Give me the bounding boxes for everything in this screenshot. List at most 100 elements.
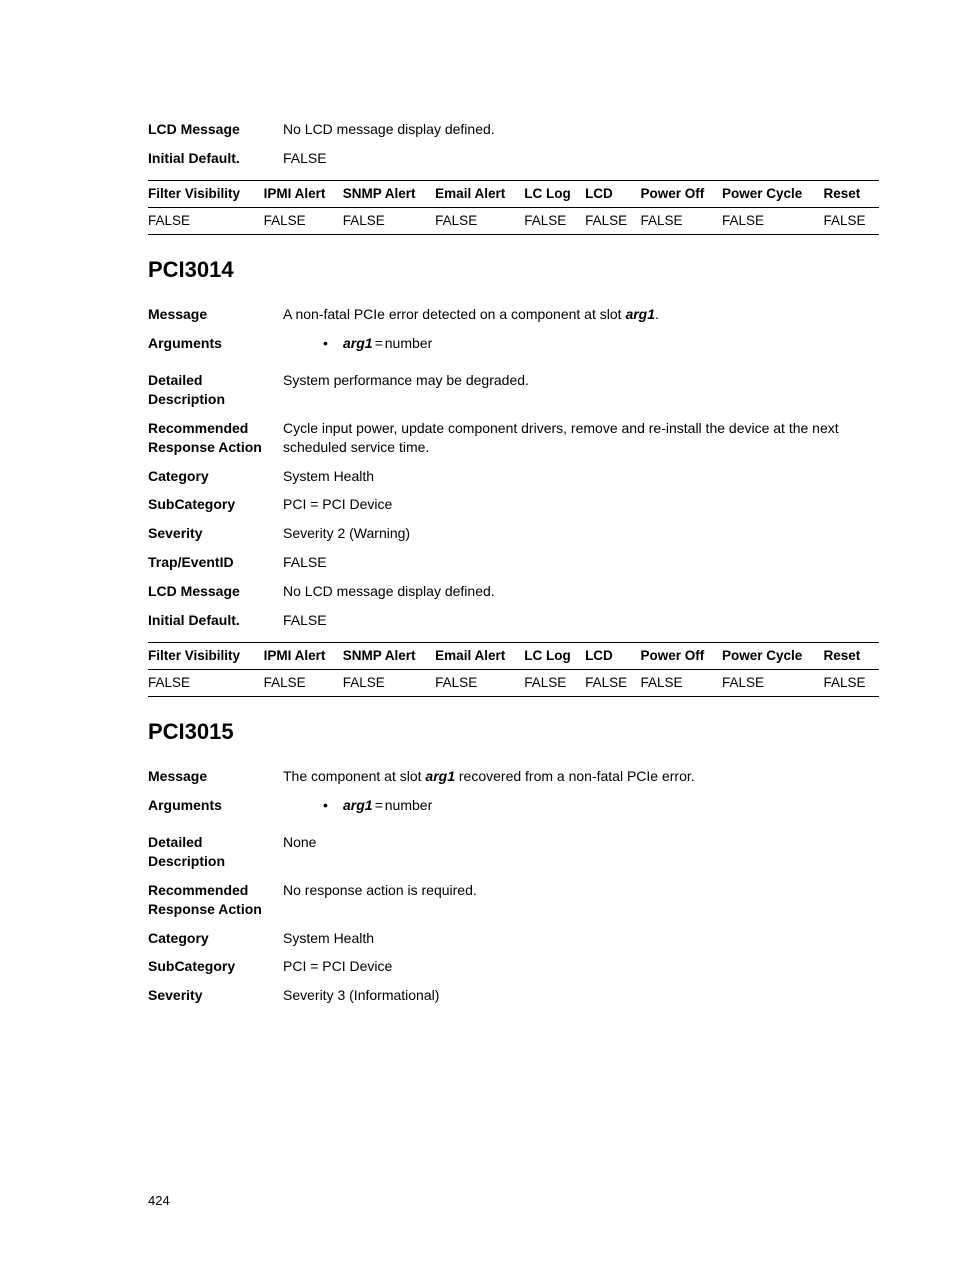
trap-value: FALSE — [283, 553, 879, 572]
severity-label: Severity — [148, 524, 283, 543]
argument-bullet: • arg1 = number — [283, 334, 879, 353]
def-row: Severity Severity 2 (Warning) — [148, 524, 879, 543]
col-power-off: Power Off — [640, 642, 722, 669]
col-power-cycle: Power Cycle — [722, 642, 823, 669]
def-row: Category System Health — [148, 929, 879, 948]
cell: FALSE — [722, 207, 823, 234]
col-email-alert: Email Alert — [435, 642, 524, 669]
subcategory-label: SubCategory — [148, 957, 283, 976]
col-lc-log: LC Log — [524, 180, 585, 207]
col-lc-log: LC Log — [524, 642, 585, 669]
detailed-value: System performance may be degraded. — [283, 371, 879, 409]
cell: FALSE — [524, 670, 585, 697]
def-row: Detailed Description System performance … — [148, 371, 879, 409]
col-snmp-alert: SNMP Alert — [343, 180, 435, 207]
def-row: LCD Message No LCD message display defin… — [148, 120, 879, 139]
severity-label: Severity — [148, 986, 283, 1005]
message-value: The component at slot arg1 recovered fro… — [283, 767, 879, 786]
arg-eq: = — [373, 796, 385, 815]
col-reset: Reset — [824, 642, 880, 669]
category-value: System Health — [283, 467, 879, 486]
col-filter-visibility: Filter Visibility — [148, 180, 264, 207]
def-row: Recommended Response Action No response … — [148, 881, 879, 919]
table-row: FALSE FALSE FALSE FALSE FALSE FALSE FALS… — [148, 207, 879, 234]
col-lcd: LCD — [585, 180, 640, 207]
message-post: recovered from a non-fatal PCIe error. — [455, 768, 695, 784]
initial-value: FALSE — [283, 611, 879, 630]
page-number: 424 — [148, 1193, 170, 1208]
def-row: Arguments • arg1 = number — [148, 796, 879, 815]
document-page: LCD Message No LCD message display defin… — [0, 0, 954, 1268]
table-row: FALSE FALSE FALSE FALSE FALSE FALSE FALS… — [148, 670, 879, 697]
message-value: A non-fatal PCIe error detected on a com… — [283, 305, 879, 324]
def-row: Initial Default. FALSE — [148, 149, 879, 168]
heading-pci3015: PCI3015 — [148, 719, 879, 745]
col-power-off: Power Off — [640, 180, 722, 207]
cell: FALSE — [148, 207, 264, 234]
subcategory-value: PCI = PCI Device — [283, 495, 879, 514]
def-row: Severity Severity 3 (Informational) — [148, 986, 879, 1005]
message-arg: arg1 — [625, 306, 655, 322]
cell: FALSE — [585, 670, 640, 697]
recommended-label: Recommended Response Action — [148, 419, 283, 457]
severity-value: Severity 3 (Informational) — [283, 986, 879, 1005]
def-row: Category System Health — [148, 467, 879, 486]
def-row: Arguments • arg1 = number — [148, 334, 879, 353]
initial-default-value: FALSE — [283, 149, 879, 168]
lcd-message-label: LCD Message — [148, 120, 283, 139]
table-header-row: Filter Visibility IPMI Alert SNMP Alert … — [148, 180, 879, 207]
col-ipmi-alert: IPMI Alert — [264, 642, 343, 669]
category-label: Category — [148, 467, 283, 486]
def-row: Initial Default. FALSE — [148, 611, 879, 630]
cell: FALSE — [640, 670, 722, 697]
cell: FALSE — [435, 207, 524, 234]
cell: FALSE — [585, 207, 640, 234]
def-row: Message A non-fatal PCIe error detected … — [148, 305, 879, 324]
subcategory-value: PCI = PCI Device — [283, 957, 879, 976]
category-value: System Health — [283, 929, 879, 948]
col-ipmi-alert: IPMI Alert — [264, 180, 343, 207]
def-row: SubCategory PCI = PCI Device — [148, 957, 879, 976]
def-row: SubCategory PCI = PCI Device — [148, 495, 879, 514]
subcategory-label: SubCategory — [148, 495, 283, 514]
message-label: Message — [148, 767, 283, 786]
detailed-value: None — [283, 833, 879, 871]
cell: FALSE — [722, 670, 823, 697]
arguments-value: • arg1 = number — [283, 334, 879, 353]
arg-eq: = — [373, 334, 385, 353]
col-reset: Reset — [824, 180, 880, 207]
arguments-label: Arguments — [148, 796, 283, 815]
cell: FALSE — [524, 207, 585, 234]
filter-table: Filter Visibility IPMI Alert SNMP Alert … — [148, 180, 879, 235]
def-row: Recommended Response Action Cycle input … — [148, 419, 879, 457]
cell: FALSE — [264, 670, 343, 697]
def-row: Message The component at slot arg1 recov… — [148, 767, 879, 786]
lcd-message-value: No LCD message display defined. — [283, 120, 879, 139]
severity-value: Severity 2 (Warning) — [283, 524, 879, 543]
lcd-value: No LCD message display defined. — [283, 582, 879, 601]
message-pre: The component at slot — [283, 768, 425, 784]
recommended-value: Cycle input power, update component driv… — [283, 419, 879, 457]
arg-val: number — [385, 796, 432, 815]
initial-label: Initial Default. — [148, 611, 283, 630]
bullet-icon: • — [323, 796, 343, 815]
message-pre: A non-fatal PCIe error detected on a com… — [283, 306, 625, 322]
cell: FALSE — [824, 670, 880, 697]
detailed-label: Detailed Description — [148, 371, 283, 409]
cell: FALSE — [824, 207, 880, 234]
col-lcd: LCD — [585, 642, 640, 669]
trap-label: Trap/EventID — [148, 553, 283, 572]
lcd-label: LCD Message — [148, 582, 283, 601]
arguments-label: Arguments — [148, 334, 283, 353]
def-row: Detailed Description None — [148, 833, 879, 871]
initial-default-label: Initial Default. — [148, 149, 283, 168]
category-label: Category — [148, 929, 283, 948]
arg-name: arg1 — [343, 334, 373, 353]
cell: FALSE — [264, 207, 343, 234]
cell: FALSE — [343, 207, 435, 234]
arg-val: number — [385, 334, 432, 353]
message-post: . — [655, 306, 659, 322]
def-row: Trap/EventID FALSE — [148, 553, 879, 572]
cell: FALSE — [343, 670, 435, 697]
table-header-row: Filter Visibility IPMI Alert SNMP Alert … — [148, 642, 879, 669]
